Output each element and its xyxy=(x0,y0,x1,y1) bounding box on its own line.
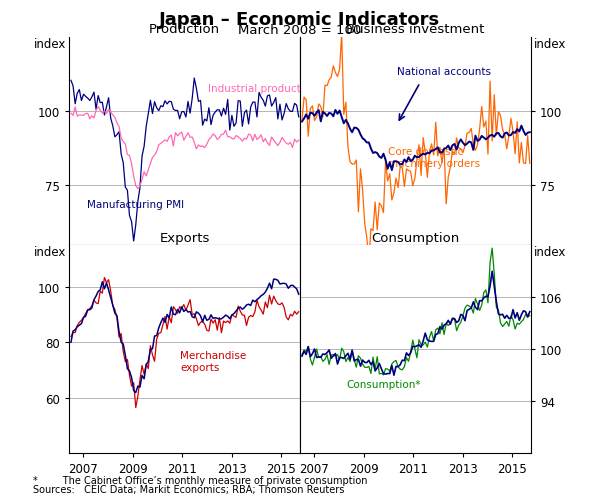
Text: Core domestic
machinery orders: Core domestic machinery orders xyxy=(388,147,480,168)
Title: Consumption: Consumption xyxy=(371,231,460,244)
Text: index: index xyxy=(34,38,66,51)
Text: Merchandise
exports: Merchandise exports xyxy=(180,351,246,372)
Text: index: index xyxy=(534,245,566,259)
Text: Manufacturing PMI: Manufacturing PMI xyxy=(88,200,185,210)
Text: Consumption*: Consumption* xyxy=(346,379,421,389)
Text: index: index xyxy=(534,38,566,51)
Text: National accounts: National accounts xyxy=(397,67,491,77)
Title: Business investment: Business investment xyxy=(346,24,485,37)
Text: *        The Cabinet Office’s monthly measure of private consumption: * The Cabinet Office’s monthly measure o… xyxy=(33,475,367,485)
Text: March 2008 = 100: March 2008 = 100 xyxy=(238,24,362,37)
Title: Exports: Exports xyxy=(160,231,209,244)
Title: Production: Production xyxy=(149,24,220,37)
Text: Sources:   CEIC Data; Markit Economics; RBA; Thomson Reuters: Sources: CEIC Data; Markit Economics; RB… xyxy=(33,484,344,494)
Text: Japan – Economic Indicators: Japan – Economic Indicators xyxy=(160,11,440,29)
Text: index: index xyxy=(34,245,66,259)
Text: Industrial production: Industrial production xyxy=(208,84,316,94)
